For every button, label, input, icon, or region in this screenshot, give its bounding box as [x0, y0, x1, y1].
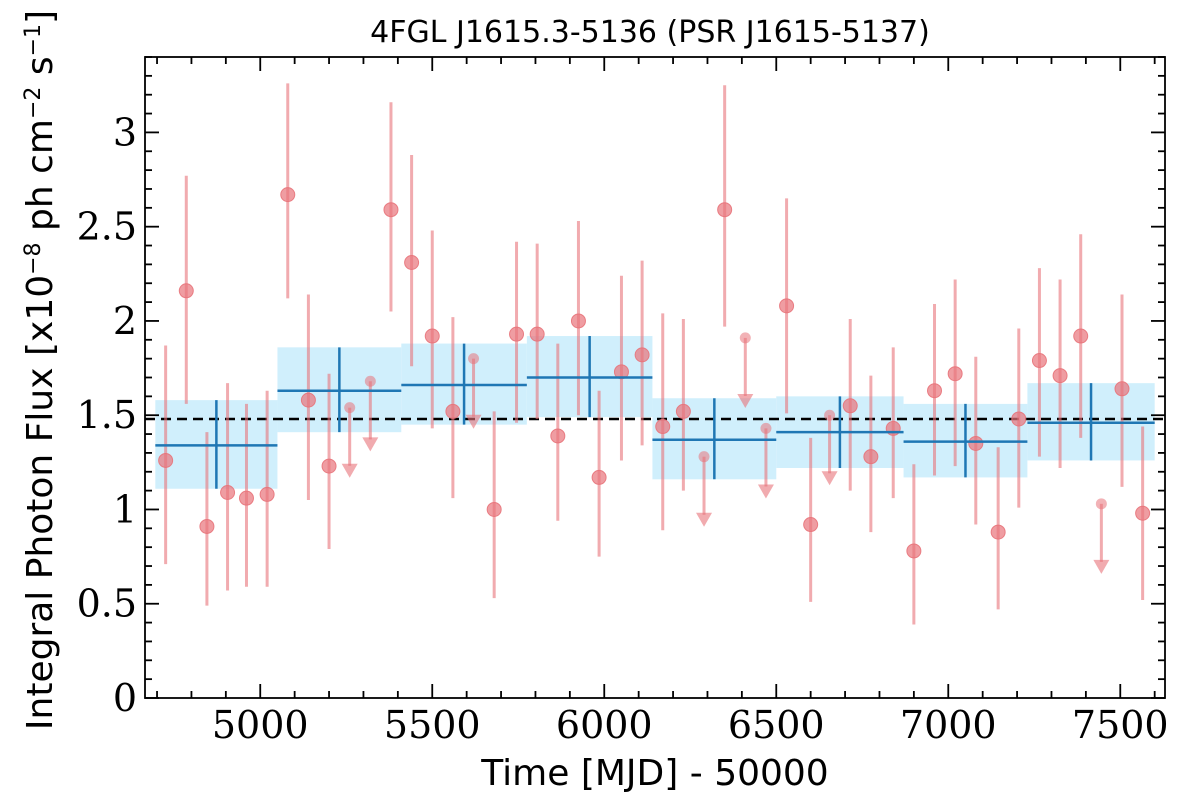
y-tick-label: 1.5 [77, 393, 137, 437]
y-axis-title-exp2: −2 [21, 87, 46, 119]
upper-limit-arrow [362, 437, 379, 452]
data-point [300, 392, 316, 408]
data-point [591, 469, 607, 485]
upper-limit-marker [739, 332, 751, 344]
data-point [259, 486, 275, 502]
upper-limit-arrow [757, 484, 774, 499]
y-tick-label: 3 [113, 110, 137, 154]
data-point [445, 403, 461, 419]
y-axis-title: Integral Photon Flux [x10−8 ph cm−2 s−1] [20, 10, 61, 730]
upper-limit-marker [760, 422, 772, 434]
data-point [990, 524, 1006, 540]
data-point [280, 187, 296, 203]
data-point [634, 347, 650, 363]
upper-limit-marker [824, 409, 836, 421]
data-point [424, 328, 440, 344]
data-point [486, 501, 502, 517]
upper-limit-marker [698, 451, 710, 463]
x-tick-label: 7000 [900, 703, 997, 747]
data-point [1114, 381, 1130, 397]
y-tick-label: 0.5 [77, 582, 137, 626]
upper-limit-marker [468, 353, 480, 365]
data-point [717, 202, 733, 218]
y-tick-label: 2 [113, 299, 137, 343]
y-axis-title-mid2: s [20, 56, 61, 86]
y-tick-label: 1 [113, 487, 137, 531]
data-point [906, 543, 922, 559]
y-axis-title-end: ] [20, 10, 61, 24]
y-axis-title-mid: ph cm [20, 119, 61, 242]
plot-area: 5000 5500 6000 6500 7000 7500 0 0.5 1 1.5 2 2.5 3 [77, 56, 1169, 747]
x-tick-label: 5500 [384, 703, 481, 747]
data-point [199, 518, 215, 534]
data-point [550, 428, 566, 444]
data-point [529, 326, 545, 342]
chart-title: 4FGL J1615.3-5136 (PSR J1615-5137) [370, 15, 930, 50]
x-tick-label: 6000 [556, 703, 653, 747]
y-tick-label: 0 [113, 676, 137, 720]
data-point [178, 283, 194, 299]
data-point [968, 435, 984, 451]
data-point [238, 490, 254, 506]
x-tick-label: 5000 [212, 703, 309, 747]
data-point [842, 398, 858, 414]
upper-limit-marker [364, 375, 376, 387]
upper-limit-arrow [696, 512, 713, 527]
data-point [1135, 505, 1151, 521]
upper-limit-arrow [737, 394, 754, 409]
y-axis-title-exp1: −8 [21, 242, 46, 274]
data-point [509, 326, 525, 342]
data-point [1073, 328, 1089, 344]
upper-limit-arrow [821, 471, 838, 486]
y-tick-label: 2.5 [77, 205, 137, 249]
data-point [220, 485, 236, 501]
y-axis-title-exp3: −1 [21, 24, 46, 56]
upper-limit-arrow [341, 463, 358, 478]
y-axis-title-main: Integral Photon Flux [x10 [20, 275, 61, 730]
data-point [927, 383, 943, 399]
data-point [1052, 368, 1068, 384]
data-point [675, 403, 691, 419]
upper-limit-arrow [1093, 559, 1110, 574]
upper-limit-arrow [465, 414, 482, 429]
x-axis-title: Time [MJD] - 50000 [480, 753, 828, 794]
data-point [779, 298, 795, 314]
data-point [321, 458, 337, 474]
data-point [1031, 353, 1047, 369]
upper-limit-marker [1095, 498, 1107, 510]
data-point [613, 364, 629, 380]
upper-limit-marker [344, 402, 356, 414]
data-point [803, 517, 819, 533]
data-point [383, 202, 399, 218]
x-tick-label: 7500 [1072, 703, 1169, 747]
data-point [655, 419, 671, 435]
data-point [570, 313, 586, 329]
data-point [404, 254, 420, 270]
x-tick-label: 6500 [728, 703, 825, 747]
data-point [158, 452, 174, 468]
data-point [1011, 411, 1027, 427]
data-point [947, 366, 963, 382]
data-point [863, 449, 879, 465]
